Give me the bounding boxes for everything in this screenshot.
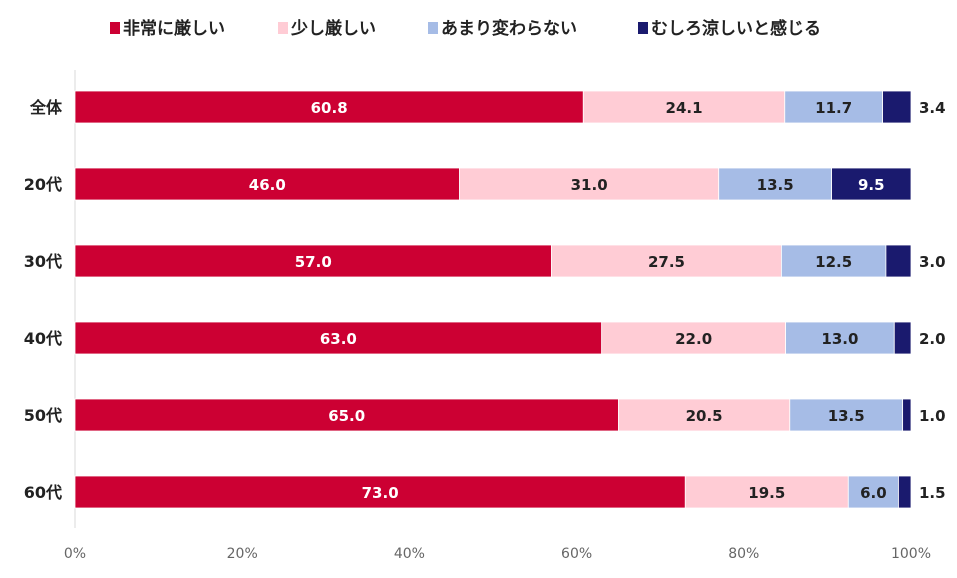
bar-segment (74, 398, 619, 432)
bar-segment (551, 244, 782, 278)
bar-segment (882, 90, 912, 124)
legend-label-1: 少し厳しい (290, 18, 376, 39)
data-label: 2.0 (919, 330, 946, 348)
bars: 60.8 24.1 11.7 3.4 46.0 31.0 13.5 9.5 57.0 27.5 12… (74, 90, 946, 509)
legend-label-0: 非常に厳しい (123, 18, 225, 39)
category-labels: 全体 20代 30代 40代 50代 60代 (24, 98, 63, 502)
bar-segment (789, 398, 904, 432)
data-label: 3.0 (919, 253, 946, 271)
data-label: 57.0 (295, 253, 332, 271)
x-tick-label: 60% (561, 546, 592, 562)
data-label: 31.0 (571, 176, 608, 194)
legend-swatch-0 (110, 22, 120, 34)
legend-swatch-2 (428, 22, 438, 34)
category-label: 全体 (29, 98, 63, 117)
x-axis-ticks: 0% 20% 40% 60% 80% 100% (64, 546, 931, 562)
category-label: 50代 (24, 406, 62, 425)
legend-label-3: むしろ涼しいと感じる (651, 18, 821, 39)
data-label: 1.0 (919, 407, 946, 425)
bar-segment (74, 321, 603, 355)
data-label: 27.5 (648, 253, 685, 271)
data-label: 19.5 (748, 484, 785, 502)
x-tick-label: 80% (728, 546, 759, 562)
data-label: 12.5 (815, 253, 852, 271)
bar-segment (582, 90, 786, 124)
bar-segment (601, 321, 786, 355)
x-tick-label: 0% (64, 546, 86, 562)
data-label: 20.5 (686, 407, 723, 425)
x-tick-label: 40% (394, 546, 425, 562)
bar-segment (684, 475, 849, 509)
bar-segment (893, 321, 912, 355)
bar-segment (74, 244, 552, 278)
data-label: 11.7 (815, 99, 852, 117)
data-label: 60.8 (311, 99, 348, 117)
data-label: 24.1 (666, 99, 703, 117)
bar-segment (784, 90, 883, 124)
category-label: 30代 (24, 252, 62, 271)
data-label: 13.0 (821, 330, 858, 348)
data-label: 1.5 (919, 484, 946, 502)
legend-label-2: あまり変わらない (441, 18, 577, 39)
category-label: 40代 (24, 329, 62, 348)
bar-segment (785, 321, 895, 355)
bar-segment (885, 244, 912, 278)
data-label: 13.5 (828, 407, 865, 425)
x-tick-label: 20% (227, 546, 258, 562)
bar-segment (831, 167, 912, 201)
bar-segment (847, 475, 899, 509)
bar-segment (618, 398, 791, 432)
data-label: 6.0 (860, 484, 887, 502)
data-label: 9.5 (858, 176, 885, 194)
data-label: 46.0 (249, 176, 286, 194)
bar-segment (74, 475, 686, 509)
category-label: 60代 (24, 483, 62, 502)
data-label: 63.0 (320, 330, 357, 348)
legend-swatch-1 (278, 22, 288, 34)
bar-segment (718, 167, 832, 201)
data-label: 65.0 (328, 407, 365, 425)
data-label: 13.5 (757, 176, 794, 194)
data-label: 22.0 (675, 330, 712, 348)
bar-segment (898, 475, 912, 509)
data-label: 73.0 (362, 484, 399, 502)
x-tick-label: 100% (891, 546, 931, 562)
legend: 非常に厳しい 少し厳しい あまり変わらない むしろ涼しいと感じる (110, 18, 821, 39)
data-label: 3.4 (919, 99, 946, 117)
bar-segment (781, 244, 887, 278)
bar-segment (902, 398, 912, 432)
legend-swatch-3 (638, 22, 648, 34)
category-label: 20代 (24, 175, 62, 194)
